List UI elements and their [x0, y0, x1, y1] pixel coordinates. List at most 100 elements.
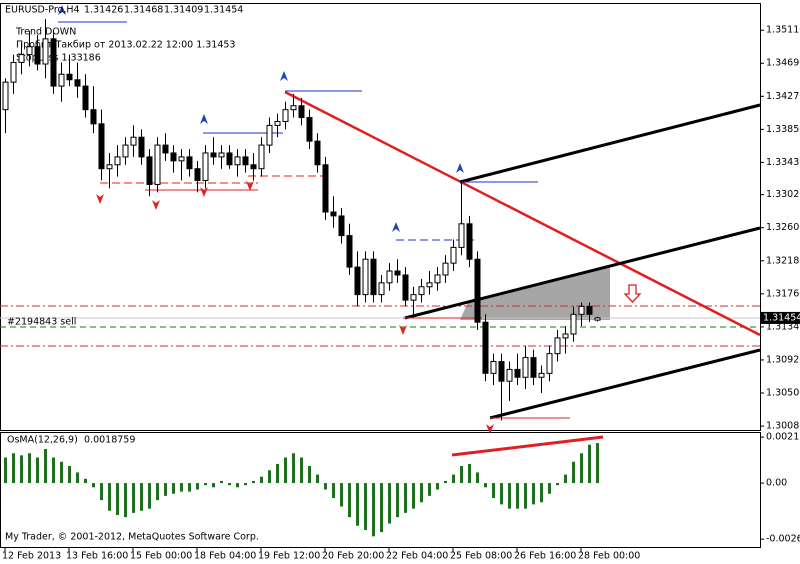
osma-bar — [444, 480, 447, 484]
candle-body — [194, 168, 201, 182]
x-tick-label: 25 Feb 08:00 — [450, 551, 512, 562]
y-tick-label: 0.002158 — [766, 432, 800, 443]
y-tick-label: 1.30500 — [766, 388, 800, 399]
y-tick-label: 1.31760 — [766, 288, 800, 299]
osma-bar — [84, 478, 87, 484]
candle-body — [74, 79, 81, 87]
candle-body — [458, 223, 465, 248]
osma-bar — [476, 472, 479, 484]
candle-body — [18, 54, 25, 63]
candle-body — [170, 152, 177, 162]
candle-body — [218, 152, 225, 158]
osma-bar — [548, 483, 551, 494]
x-tick-label: 12 Feb 2013 — [2, 551, 61, 562]
osma-bar — [276, 463, 279, 484]
candle-body — [482, 321, 489, 374]
candle-body — [594, 317, 601, 321]
osma-bar — [412, 483, 415, 509]
osma-bar — [132, 483, 135, 513]
candle-body — [202, 152, 209, 182]
osma-bar — [356, 483, 359, 526]
candle-body — [402, 274, 409, 301]
channel-line — [404, 226, 761, 320]
down-arrow — [486, 424, 494, 434]
osma-bar — [332, 483, 335, 498]
osma-bar — [452, 474, 455, 484]
drawings — [0, 5, 761, 457]
x-tick-label: 26 Feb 16:00 — [514, 551, 576, 562]
y-tick-label: 1.33430 — [766, 157, 800, 168]
osma-bar — [60, 461, 63, 484]
candle-body — [210, 152, 217, 158]
down-arrow — [200, 187, 208, 197]
up-arrow — [58, 5, 66, 15]
down-arrow — [399, 325, 407, 335]
candle-body — [226, 152, 233, 166]
osma-bar — [36, 457, 39, 484]
osma-bar — [388, 483, 391, 524]
candle-body — [370, 258, 377, 296]
channel-line — [459, 103, 761, 184]
osma-bar — [116, 483, 119, 516]
osma-bar — [180, 483, 183, 492]
osma-bar — [108, 483, 111, 511]
candle-body — [282, 109, 289, 122]
osma-bar — [404, 483, 407, 513]
y-tick-label: 1.34270 — [766, 91, 800, 102]
candle-body — [178, 156, 185, 162]
osma-bar — [284, 457, 287, 484]
candle-body — [514, 368, 521, 378]
osma-bar — [196, 483, 199, 490]
candle-body — [362, 258, 369, 296]
y-tick-label: 0.00 — [766, 478, 787, 489]
osma-bar — [468, 463, 471, 484]
candle-body — [466, 223, 473, 260]
up-arrow — [456, 163, 464, 173]
candle-body — [58, 73, 65, 87]
candle-body — [26, 46, 33, 56]
osma-bar — [292, 453, 295, 484]
candle-body — [586, 305, 593, 315]
candle-body — [250, 164, 257, 170]
order-label: #2194843 sell — [7, 317, 76, 328]
osma-bar — [308, 466, 311, 484]
osma-bar — [380, 483, 383, 533]
osma-bar — [580, 453, 583, 484]
osma-bar — [324, 483, 327, 490]
candle-body — [114, 156, 121, 166]
osma-bar — [572, 461, 575, 484]
candle-body — [146, 156, 153, 185]
osma-bar — [156, 483, 159, 501]
candle-body — [498, 361, 505, 382]
osma-bar — [316, 474, 319, 484]
osma-bar — [28, 453, 31, 484]
candle-body — [290, 105, 297, 111]
candle-body — [418, 286, 425, 296]
osma-bar — [172, 483, 175, 494]
ohlc-open: 1.31426 — [84, 5, 123, 16]
candle-body — [82, 85, 89, 111]
annotation: StopLoss 1.33186 — [16, 53, 101, 64]
candle-body — [410, 294, 417, 301]
osma-bar — [484, 483, 487, 488]
osma-bar — [268, 470, 271, 484]
osma-bar — [540, 483, 543, 503]
osma-bar — [556, 483, 559, 486]
osma-bar — [188, 483, 191, 492]
down-arrow — [152, 200, 160, 210]
trend-line — [284, 90, 761, 337]
x-tick-label: 19 Feb 12:00 — [258, 551, 320, 562]
osma-bar — [428, 483, 431, 496]
osma-bar — [500, 483, 503, 505]
candle-body — [34, 46, 41, 65]
candle-body — [578, 305, 585, 315]
y-tick-label: 1.30080 — [766, 421, 800, 432]
osma-bar — [516, 483, 519, 509]
osma-bar — [12, 453, 15, 484]
osma-bar — [76, 472, 79, 484]
candle-body — [106, 164, 113, 170]
osma-bar — [564, 474, 567, 484]
candle-body — [322, 164, 329, 213]
osma-bar — [236, 483, 239, 488]
